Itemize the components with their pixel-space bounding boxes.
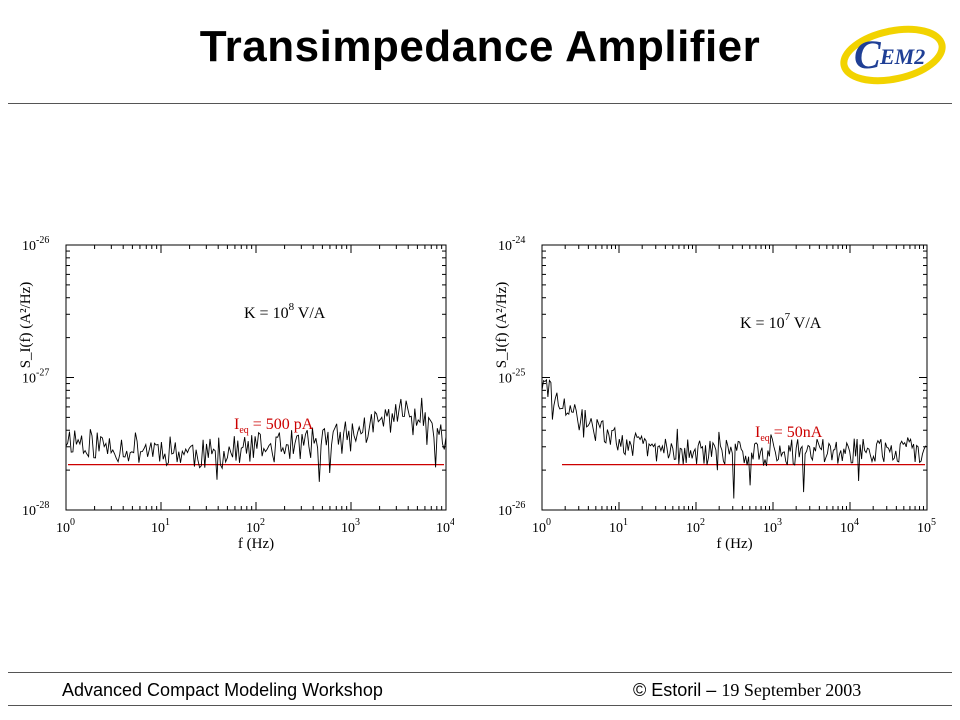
x-tick-label: 105 [917,517,936,536]
x-tick-exponent: 2 [700,517,705,528]
ieq-annotation: Ieq = 50nA [755,424,823,444]
gain-annotation-unit: V/A [294,305,326,322]
x-tick-base: 10 [840,521,854,536]
x-tick-exponent: 0 [546,517,551,528]
ieq-label: I [234,416,239,433]
y-tick-label: 10-27 [22,368,49,387]
x-tick-base: 10 [151,521,165,536]
x-tick-base: 10 [436,521,450,536]
y-tick-exponent: -26 [36,235,49,246]
x-axis-label: f (Hz) [716,536,752,552]
y-tick-exponent: -27 [36,368,49,379]
y-tick-exponent: -28 [36,500,49,511]
footer-bottom-divider [8,705,952,706]
plot-frame [65,244,447,511]
measured-noise-trace [541,378,928,499]
gain-annotation-unit: V/A [790,315,822,332]
x-tick-label: 102 [686,517,705,536]
y-tick-base: 10 [22,372,36,387]
x-tick-label: 104 [436,517,454,536]
x-tick-base: 10 [609,521,623,536]
measured-noise-trace [65,397,447,482]
x-tick-base: 10 [56,521,70,536]
gain-annotation-exponent: 7 [785,311,791,323]
x-tick-exponent: 5 [931,517,936,528]
ieq-subscript: eq [760,433,769,444]
ieq-annotation: Ieq = 500 pA [234,416,314,436]
footer-date: 19 September 2003 [721,680,862,700]
footer-copyright: © Estoril – 19 September 2003 [633,680,861,701]
logo-ring [840,25,946,85]
x-tick-base: 10 [763,521,777,536]
y-tick-label: 10-26 [498,500,525,519]
gain-annotation-prefix: K = 10 [244,305,289,322]
x-tick-label: 100 [532,517,551,536]
y-axis-label: S_I(f) (A²/Hz) [18,282,34,369]
x-tick-exponent: 1 [623,517,628,528]
gain-annotation-exponent: 8 [289,301,295,313]
x-tick-exponent: 4 [450,517,454,528]
y-tick-exponent: -25 [512,368,525,379]
x-tick-base: 10 [686,521,700,536]
x-tick-label: 101 [609,517,628,536]
y-tick-base: 10 [22,239,36,254]
slide-title: Transimpedance Amplifier [199,22,761,71]
logo-text: EM2 [879,44,925,69]
ieq-value: = 500 pA [249,416,314,433]
y-tick-base: 10 [498,504,512,519]
ieq-value: = 50nA [770,424,823,441]
x-tick-label: 101 [151,517,170,536]
x-tick-base: 10 [532,521,546,536]
x-tick-exponent: 4 [854,517,859,528]
x-tick-exponent: 3 [355,517,360,528]
x-tick-exponent: 3 [777,517,782,528]
y-tick-label: 10-28 [22,500,49,519]
x-tick-label: 103 [763,517,782,536]
x-tick-label: 104 [840,517,859,536]
gain-annotation: K = 108 V/A [244,301,326,322]
x-axis-label: f (Hz) [238,536,274,552]
ieq-label: I [755,424,760,441]
x-tick-exponent: 1 [165,517,170,528]
ieq-subscript: eq [239,425,248,436]
x-tick-exponent: 0 [70,517,75,528]
x-tick-label: 102 [246,517,265,536]
y-tick-base: 10 [498,239,512,254]
y-tick-exponent: -24 [512,235,525,246]
gain-annotation: K = 107 V/A [740,311,822,332]
logo-letter: C [854,32,882,77]
gain-annotation-prefix: K = 10 [740,315,785,332]
y-tick-label: 10-26 [22,235,49,254]
x-tick-base: 10 [917,521,931,536]
x-tick-label: 103 [341,517,360,536]
y-tick-label: 10-25 [498,368,525,387]
footer-copyright-label: © Estoril – [633,680,717,700]
logo-graphic: C EM2 [840,25,946,85]
x-tick-label: 100 [56,517,75,536]
y-tick-exponent: -26 [512,500,525,511]
x-tick-exponent: 2 [260,517,265,528]
y-tick-base: 10 [22,504,36,519]
x-tick-base: 10 [246,521,260,536]
title-divider [8,103,952,104]
cem2-logo: C EM2 [838,22,948,88]
footer-workshop-name: Advanced Compact Modeling Workshop [62,680,383,700]
footer-top-divider [8,672,952,673]
y-axis-label: S_I(f) (A²/Hz) [494,282,510,369]
y-tick-label: 10-24 [498,235,525,254]
x-tick-base: 10 [341,521,355,536]
y-tick-base: 10 [498,372,512,387]
